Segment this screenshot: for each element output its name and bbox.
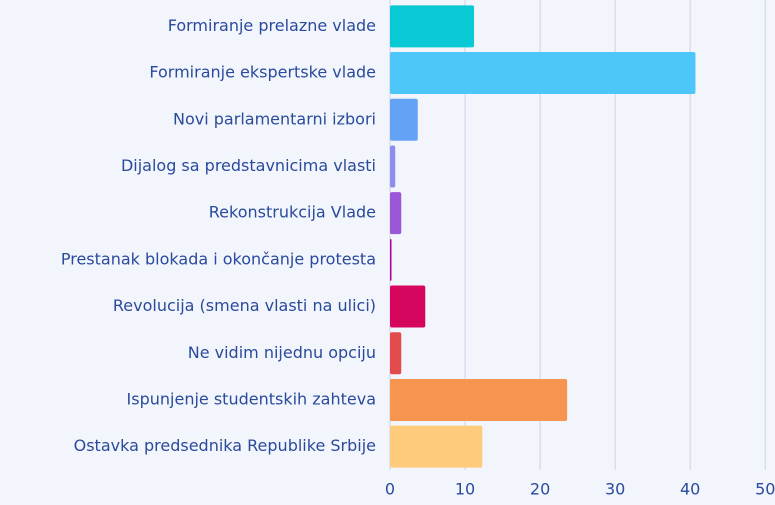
bar — [390, 5, 475, 48]
bar — [390, 145, 396, 188]
y-tick-label: Prestanak blokada i okončanje protesta — [61, 249, 376, 268]
y-tick-label: Dijalog sa predstavnicima vlasti — [121, 156, 376, 175]
bar — [390, 98, 418, 141]
x-tick-label: 40 — [680, 480, 700, 499]
x-tick-label: 30 — [605, 480, 625, 499]
y-tick-label: Revolucija (smena vlasti na ulici) — [113, 296, 376, 315]
y-tick-label: Novi parlamentarni izbori — [173, 109, 376, 128]
y-tick-label: Rekonstrukcija Vlade — [209, 203, 376, 222]
x-tick-label: 20 — [530, 480, 550, 499]
bar — [390, 192, 402, 235]
bar — [390, 52, 696, 95]
x-tick-label: 10 — [455, 480, 475, 499]
y-tick-label: Formiranje ekspertske vlade — [149, 63, 376, 82]
bar — [390, 238, 392, 281]
y-tick-label: Ne vidim nijednu opciju — [188, 343, 376, 362]
y-tick-label: Formiranje prelazne vlade — [168, 16, 376, 35]
bar — [390, 378, 568, 421]
bar — [390, 332, 402, 375]
y-tick-label: Ispunjenje studentskih zahteva — [127, 389, 376, 408]
x-tick-label: 0 — [385, 480, 395, 499]
bar — [390, 425, 483, 468]
bar — [390, 285, 426, 328]
x-tick-label: 50 — [755, 480, 775, 499]
y-tick-label: Ostavka predsednika Republike Srbije — [74, 436, 376, 455]
